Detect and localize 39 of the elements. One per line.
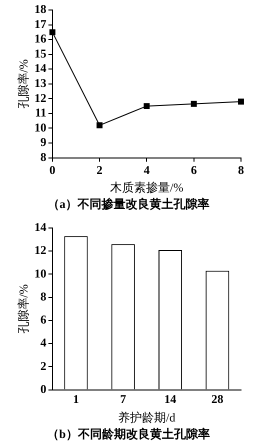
text: （a）不同掺量改良黄土孔隙率: [48, 196, 210, 211]
point: [96, 122, 103, 128]
x-tick-label: 0: [49, 163, 56, 178]
y-tick-label: 11: [35, 106, 46, 120]
y-tick-label: 10: [34, 120, 46, 134]
x-tick-label: 4: [144, 163, 150, 178]
y-tick-label: 14: [34, 61, 46, 76]
x-tick-label: 6: [190, 163, 197, 178]
y-tick-label: 15: [34, 46, 46, 60]
y-tick-label: 12: [34, 90, 46, 105]
x-tick-label: 1: [72, 392, 79, 406]
y-tick-label: 2: [40, 358, 46, 373]
point: [238, 98, 244, 105]
x-tick-label: 8: [238, 163, 244, 178]
x-tick-label: 2: [96, 163, 103, 178]
y-tick-label: 8: [40, 150, 46, 164]
x-axis-title: 木质素掺量/%: [110, 180, 184, 195]
y-tick-label: 17: [34, 16, 46, 31]
y-tick-label: 16: [34, 32, 46, 46]
point: [144, 103, 150, 110]
y-tick-label: 4: [40, 336, 46, 350]
point: [49, 29, 56, 36]
y-tick-label: 12: [34, 243, 46, 258]
y-tick-label: 13: [34, 76, 46, 90]
x-tick-label: 28: [211, 392, 224, 406]
x-tick-label: 14: [164, 392, 176, 406]
y-axis-title: 孔隙率/%: [16, 284, 30, 334]
y-axis-title: 孔隙率/%: [16, 59, 30, 109]
text: （b）不同龄期改良黄土孔隙率: [47, 426, 210, 441]
y-tick-label: 14: [34, 220, 46, 234]
y-tick-label: 18: [34, 2, 46, 16]
y-tick-label: 6: [40, 312, 46, 327]
x-axis-title: 养护龄期/d: [118, 410, 176, 425]
y-tick-label: 8: [40, 289, 46, 304]
point: [190, 100, 197, 107]
y-tick-label: 9: [40, 135, 46, 150]
y-tick-label: 10: [34, 266, 46, 280]
y-tick-label: 0: [40, 382, 46, 396]
x-tick-label: 7: [120, 392, 126, 406]
